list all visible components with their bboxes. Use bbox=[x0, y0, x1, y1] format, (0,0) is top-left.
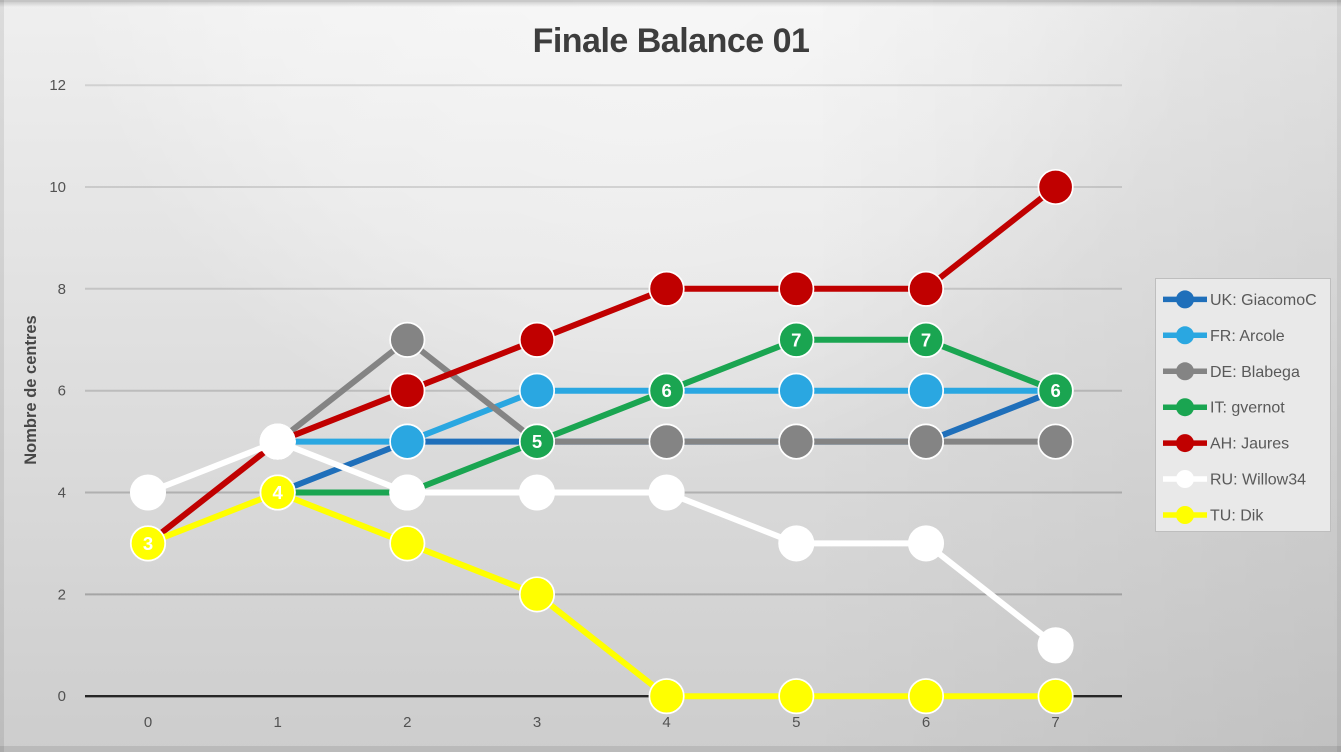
svg-text:7: 7 bbox=[791, 329, 801, 350]
svg-text:12: 12 bbox=[49, 77, 66, 94]
svg-text:IT: gvernot: IT: gvernot bbox=[1210, 400, 1285, 417]
svg-text:5: 5 bbox=[532, 431, 542, 452]
svg-text:Finale Balance 01: Finale Balance 01 bbox=[533, 22, 810, 60]
svg-text:2: 2 bbox=[58, 586, 66, 603]
svg-text:5: 5 bbox=[792, 714, 800, 731]
svg-text:UK: GiacomoC: UK: GiacomoC bbox=[1210, 292, 1317, 309]
svg-text:4: 4 bbox=[273, 482, 284, 503]
svg-text:RU: Willow34: RU: Willow34 bbox=[1210, 472, 1306, 489]
svg-text:3: 3 bbox=[533, 714, 541, 731]
svg-text:8: 8 bbox=[58, 281, 66, 298]
svg-text:4: 4 bbox=[662, 714, 670, 731]
svg-text:6: 6 bbox=[922, 714, 930, 731]
svg-text:0: 0 bbox=[144, 714, 152, 731]
svg-text:2: 2 bbox=[403, 714, 411, 731]
svg-text:0: 0 bbox=[58, 688, 66, 705]
svg-text:6: 6 bbox=[1050, 380, 1060, 401]
svg-text:3: 3 bbox=[143, 533, 153, 554]
svg-text:7: 7 bbox=[921, 329, 931, 350]
svg-text:10: 10 bbox=[49, 179, 66, 196]
svg-text:TU: Dik: TU: Dik bbox=[1210, 508, 1264, 525]
svg-text:1: 1 bbox=[274, 714, 282, 731]
svg-text:AH: Jaures: AH: Jaures bbox=[1210, 436, 1289, 453]
svg-text:6: 6 bbox=[58, 383, 66, 400]
svg-text:DE: Blabega: DE: Blabega bbox=[1210, 364, 1300, 381]
svg-text:Nombre de centres: Nombre de centres bbox=[22, 315, 40, 464]
svg-text:7: 7 bbox=[1051, 714, 1059, 731]
svg-text:FR: Arcole: FR: Arcole bbox=[1210, 328, 1285, 345]
svg-text:6: 6 bbox=[661, 380, 671, 401]
svg-text:4: 4 bbox=[58, 485, 66, 502]
